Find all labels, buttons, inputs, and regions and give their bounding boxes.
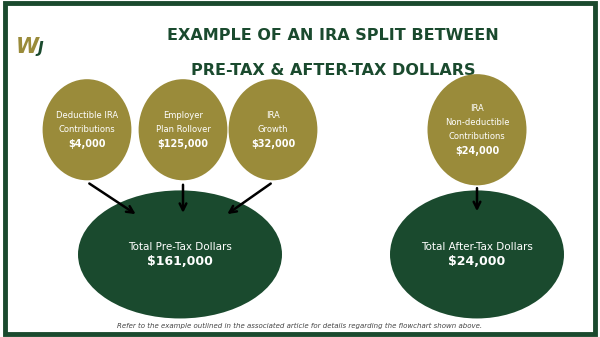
Text: $24,000: $24,000 — [448, 255, 506, 268]
Ellipse shape — [43, 79, 131, 180]
Text: $24,000: $24,000 — [455, 146, 499, 156]
Text: PRE-TAX & AFTER-TAX DOLLARS: PRE-TAX & AFTER-TAX DOLLARS — [191, 63, 475, 78]
Text: IRA: IRA — [266, 111, 280, 120]
Text: $125,000: $125,000 — [157, 139, 209, 149]
Text: IRA: IRA — [470, 104, 484, 113]
Text: Employer: Employer — [163, 111, 203, 120]
Ellipse shape — [390, 190, 564, 318]
Text: Total Pre-Tax Dollars: Total Pre-Tax Dollars — [128, 242, 232, 252]
Text: Contributions: Contributions — [59, 125, 115, 134]
Text: J: J — [38, 41, 44, 56]
Text: $161,000: $161,000 — [147, 255, 213, 268]
Text: W: W — [16, 37, 38, 57]
Text: Refer to the example outlined in the associated article for details regarding th: Refer to the example outlined in the ass… — [118, 323, 482, 329]
Text: Plan Rollover: Plan Rollover — [155, 125, 211, 134]
Ellipse shape — [229, 79, 317, 180]
Text: Deductible IRA: Deductible IRA — [56, 111, 118, 120]
Text: Growth: Growth — [258, 125, 288, 134]
Ellipse shape — [427, 74, 527, 185]
Text: $32,000: $32,000 — [251, 139, 295, 149]
Text: $4,000: $4,000 — [68, 139, 106, 149]
Text: Contributions: Contributions — [449, 132, 505, 141]
Ellipse shape — [139, 79, 227, 180]
Text: EXAMPLE OF AN IRA SPLIT BETWEEN: EXAMPLE OF AN IRA SPLIT BETWEEN — [167, 28, 499, 43]
Ellipse shape — [78, 190, 282, 318]
Text: Total After-Tax Dollars: Total After-Tax Dollars — [421, 242, 533, 252]
Text: Non-deductible: Non-deductible — [445, 118, 509, 127]
